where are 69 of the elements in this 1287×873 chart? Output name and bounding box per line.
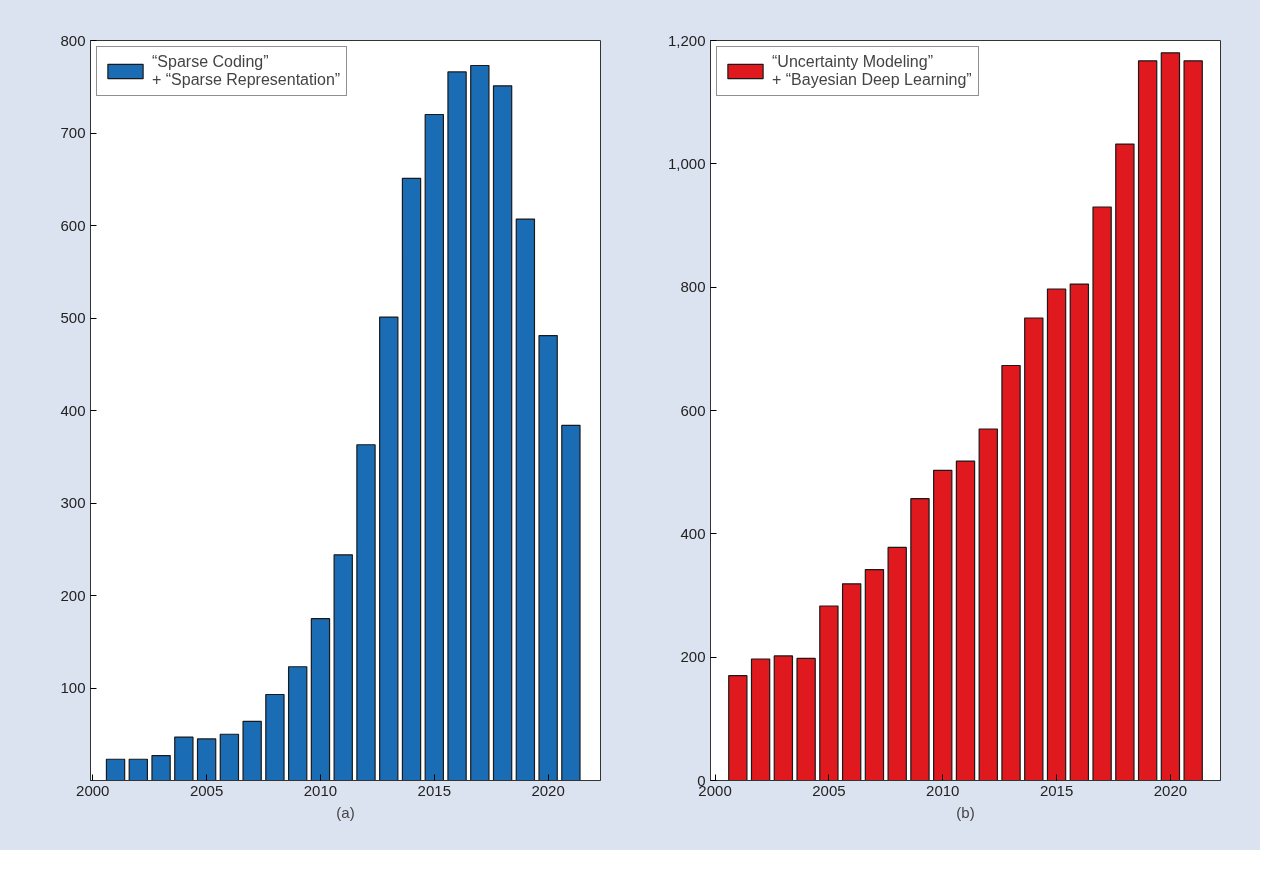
bar bbox=[1115, 143, 1135, 781]
bar bbox=[538, 334, 558, 781]
y-tick-label: 700 bbox=[60, 124, 86, 141]
bar bbox=[864, 569, 885, 781]
y-tick-label: 200 bbox=[680, 648, 706, 666]
x-tick-label: 2010 bbox=[926, 781, 960, 799]
y-tick-label: 600 bbox=[60, 216, 86, 234]
y-tick-label: 500 bbox=[60, 309, 86, 326]
bar bbox=[1001, 364, 1021, 781]
x-tick-label: 2005 bbox=[189, 781, 224, 799]
bar bbox=[379, 316, 399, 781]
bar bbox=[310, 618, 331, 781]
bar bbox=[887, 546, 907, 781]
bar bbox=[492, 85, 513, 781]
y-tick-label: 200 bbox=[60, 586, 86, 604]
x-tick-label: 2015 bbox=[1039, 781, 1074, 799]
bar bbox=[196, 738, 217, 781]
bar bbox=[515, 218, 536, 781]
bar bbox=[105, 758, 126, 781]
y-tick-label: 800 bbox=[680, 278, 706, 296]
x-tick-label: 2010 bbox=[303, 781, 338, 799]
legend-label: “Uncertainty Modeling” + “Bayesian Deep Learning” bbox=[772, 53, 972, 89]
bar bbox=[1024, 317, 1044, 781]
y-tick-label: 400 bbox=[680, 524, 706, 542]
bar bbox=[1137, 60, 1158, 781]
bar bbox=[796, 657, 816, 781]
bar bbox=[955, 460, 976, 781]
bar bbox=[219, 733, 240, 781]
bar bbox=[151, 754, 171, 781]
x-axis-title: (b) bbox=[956, 803, 975, 821]
bar bbox=[1069, 283, 1090, 781]
bar bbox=[773, 655, 794, 781]
bar bbox=[728, 675, 748, 781]
bar bbox=[841, 583, 862, 781]
bar bbox=[910, 498, 930, 781]
bar bbox=[1046, 288, 1067, 781]
x-axis-title: (a) bbox=[336, 803, 355, 821]
bar bbox=[356, 444, 376, 781]
bar bbox=[750, 658, 771, 781]
x-tick-label: 2015 bbox=[417, 781, 451, 799]
y-tick-label: 800 bbox=[60, 31, 86, 49]
bar bbox=[933, 469, 953, 781]
legend-label: “Sparse Coding” + “Sparse Representation” bbox=[152, 53, 341, 89]
bar bbox=[561, 424, 581, 781]
x-tick-label: 2005 bbox=[812, 781, 846, 799]
bar bbox=[333, 554, 353, 781]
bar bbox=[128, 758, 149, 781]
bar bbox=[265, 693, 285, 781]
x-tick-label: 2000 bbox=[76, 781, 110, 799]
bar bbox=[287, 666, 308, 781]
bar bbox=[242, 720, 262, 781]
bar bbox=[819, 605, 839, 781]
bar bbox=[174, 736, 194, 781]
y-tick-label: 600 bbox=[680, 401, 706, 419]
bar bbox=[470, 64, 490, 781]
y-tick-label: 1,200 bbox=[667, 31, 706, 49]
bar bbox=[1092, 206, 1112, 781]
bar bbox=[1160, 52, 1181, 781]
x-tick-label: 2020 bbox=[1153, 781, 1188, 799]
bar bbox=[447, 71, 467, 781]
x-tick-label: 2020 bbox=[531, 781, 565, 799]
y-tick-label: 300 bbox=[60, 494, 86, 511]
y-tick-label: 400 bbox=[60, 401, 86, 419]
bar bbox=[978, 428, 998, 781]
y-tick-label: 1,000 bbox=[667, 154, 706, 172]
bar bbox=[1183, 60, 1203, 781]
bar bbox=[401, 177, 422, 781]
bar bbox=[424, 113, 444, 781]
y-tick-label: 100 bbox=[60, 679, 86, 696]
